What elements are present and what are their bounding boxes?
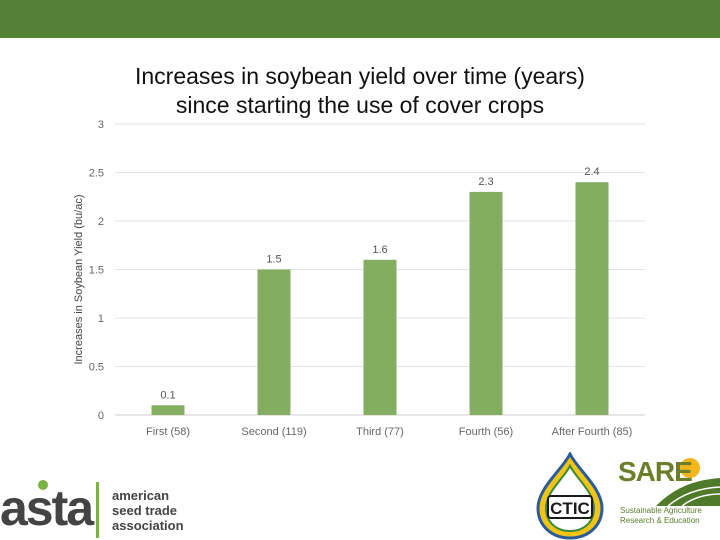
slide-title-line-2: since starting the use of cover crops	[175, 92, 545, 118]
y-tick-label: 0.5	[89, 362, 104, 374]
sare-logo-text: Sustainable Agriculture Research & Educa…	[620, 506, 702, 526]
asta-logo: asta american seed trade association	[0, 478, 200, 540]
asta-logo-divider	[96, 482, 99, 538]
y-tick-label: 3	[98, 119, 104, 131]
asta-logo-line-2: seed trade	[112, 503, 178, 518]
bar	[363, 259, 397, 415]
asta-logo-text: american seed trade association	[112, 488, 184, 533]
bar	[469, 191, 503, 415]
data-label: 1.5	[266, 254, 281, 266]
slide-title-line-1: Increases in soybean yield over time (ye…	[135, 63, 585, 89]
bar	[257, 269, 291, 415]
x-tick-label: Second (119)	[241, 426, 306, 438]
bar-chart: 0 0.5 1 1.5 2 2.5 3 Increases in Soybean Yield …	[73, 119, 645, 438]
y-tick-label: 2	[98, 216, 104, 228]
ctic-logo-word: CTIC	[550, 499, 590, 518]
sare-logo-line-1: Sustainable Agriculture	[620, 506, 702, 515]
y-tick-label: 1	[98, 313, 104, 325]
bar	[151, 405, 185, 415]
ctic-logo: CTIC	[532, 450, 608, 540]
asta-logo-line-1: american	[112, 488, 170, 503]
asta-logo-line-3: association	[112, 518, 184, 533]
x-tick-label: After Fourth (85)	[552, 426, 633, 438]
x-tick-label: Third (77)	[356, 426, 404, 438]
x-tick-label: Fourth (56)	[459, 426, 513, 438]
asta-logo-dot	[38, 480, 48, 490]
ctic-logo-drop-icon: CTIC	[536, 450, 604, 540]
data-label: 2.3	[478, 176, 493, 188]
data-label: 1.6	[372, 244, 387, 256]
y-tick-label: 2.5	[89, 168, 104, 180]
sare-logo-line-2: Research & Education	[620, 516, 700, 525]
sare-logo-field-icon	[656, 458, 720, 506]
y-axis-title: Increases in Soybean Yield (bu/ac)	[73, 195, 85, 365]
sare-logo: SARE Sustainable Agriculture Research & …	[616, 456, 720, 540]
slide-title: Increases in soybean yield over time (ye…	[60, 62, 660, 120]
x-tick-label: First (58)	[146, 426, 190, 438]
data-label: 0.1	[160, 389, 175, 401]
bar	[575, 182, 609, 415]
y-tick-label: 1.5	[89, 265, 104, 277]
y-tick-label: 0	[98, 410, 104, 422]
header-band	[0, 0, 720, 38]
data-label: 2.4	[584, 166, 599, 178]
sare-logo-word: SARE	[618, 456, 693, 487]
asta-logo-word: asta	[0, 480, 94, 536]
